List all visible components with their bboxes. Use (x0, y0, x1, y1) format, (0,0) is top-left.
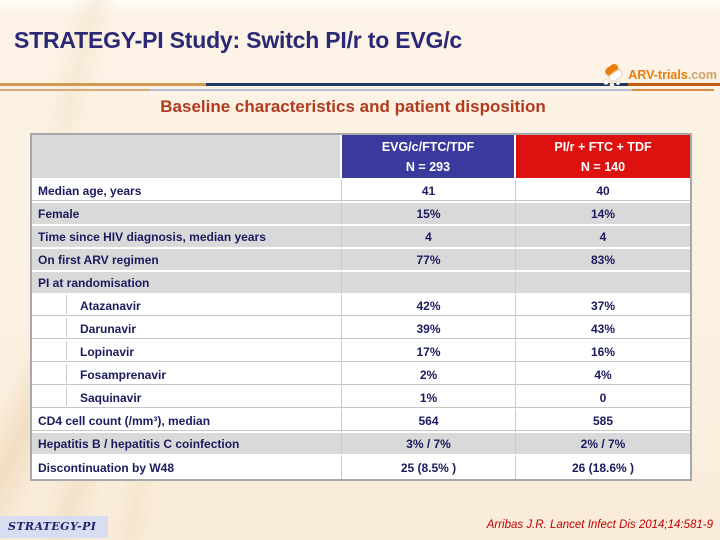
row-label: Fosamprenavir (32, 364, 342, 387)
cell-pir: 4 (516, 226, 690, 249)
cell-pir: 40 (516, 180, 690, 203)
table-row: Atazanavir 42% 37% (32, 295, 690, 318)
row-label: Female (32, 203, 342, 226)
column-n: N = 140 (580, 159, 626, 174)
baseline-characteristics-table: EVG/c/FTC/TDF N = 293 PI/r + FTC + TDF N… (30, 133, 692, 481)
cell-pir: 2% / 7% (516, 433, 690, 456)
cell-pir: 83% (516, 249, 690, 272)
table-row: Female 15% 14% (32, 203, 690, 226)
cell-pir: 16% (516, 341, 690, 364)
cell-evg: 39% (342, 318, 516, 341)
table-row: Median age, years 41 40 (32, 180, 690, 203)
cell-pir: 43% (516, 318, 690, 341)
row-label: PI at randomisation (32, 272, 342, 295)
cell-evg: 77% (342, 249, 516, 272)
divider-line-bottom (0, 89, 714, 91)
table-row: Lopinavir 17% 16% (32, 341, 690, 364)
header-pir-column: PI/r + FTC + TDF N = 140 (516, 135, 690, 180)
pill-capsule-icon (600, 62, 628, 88)
table-row: Hepatitis B / hepatitis C coinfection 3%… (32, 433, 690, 456)
cell-evg: 564 (342, 410, 516, 433)
row-label: Lopinavir (32, 341, 342, 364)
table-row: Fosamprenavir 2% 4% (32, 364, 690, 387)
column-n: N = 293 (405, 159, 451, 174)
slide-title: STRATEGY-PI Study: Switch PI/r to EVG/c (14, 27, 462, 53)
column-title: EVG/c/FTC/TDF (381, 139, 475, 154)
cell-evg (342, 272, 516, 295)
row-label: CD4 cell count (/mm³), median (32, 410, 342, 433)
cell-pir: 4% (516, 364, 690, 387)
row-label: On first ARV regimen (32, 249, 342, 272)
header-corner-cell (32, 135, 342, 180)
table-row: Discontinuation by W48 25 (8.5% ) 26 (18… (32, 456, 690, 479)
table-row: CD4 cell count (/mm³), median 564 585 (32, 410, 690, 433)
cell-pir: 37% (516, 295, 690, 318)
header-evg-column: EVG/c/FTC/TDF N = 293 (342, 135, 516, 180)
cell-evg: 4 (342, 226, 516, 249)
cell-evg: 15% (342, 203, 516, 226)
row-label: Discontinuation by W48 (32, 456, 342, 479)
table-row: Darunavir 39% 43% (32, 318, 690, 341)
arv-trials-logo: ARV-trials.com (600, 62, 717, 88)
footer-study-name: STRATEGY-PI (0, 516, 109, 538)
cell-pir: 26 (18.6% ) (516, 456, 690, 479)
table-row: Saquinavir 1% 0 (32, 387, 690, 410)
row-label: Darunavir (32, 318, 342, 341)
footer-citation: Arribas J.R. Lancet Infect Dis 2014;14:5… (486, 519, 713, 531)
cell-pir: 585 (516, 410, 690, 433)
row-label: Saquinavir (32, 387, 342, 410)
cell-evg: 1% (342, 387, 516, 410)
table-row: On first ARV regimen 77% 83% (32, 249, 690, 272)
cell-evg: 2% (342, 364, 516, 387)
row-label: Median age, years (32, 180, 342, 203)
cell-evg: 25 (8.5% ) (342, 456, 516, 479)
divider-line-top (0, 83, 720, 86)
table-row: Time since HIV diagnosis, median years 4… (32, 226, 690, 249)
cell-evg: 17% (342, 341, 516, 364)
table-section-row: PI at randomisation (32, 272, 690, 295)
cell-evg: 3% / 7% (342, 433, 516, 456)
slide-subtitle: Baseline characteristics and patient dis… (160, 97, 546, 116)
row-label: Atazanavir (32, 295, 342, 318)
cell-evg: 42% (342, 295, 516, 318)
column-title: PI/r + FTC + TDF (554, 139, 652, 154)
row-label: Time since HIV diagnosis, median years (32, 226, 342, 249)
table-header-row: EVG/c/FTC/TDF N = 293 PI/r + FTC + TDF N… (32, 135, 690, 180)
cell-evg: 41 (342, 180, 516, 203)
cell-pir: 0 (516, 387, 690, 410)
row-label: Hepatitis B / hepatitis C coinfection (32, 433, 342, 456)
logo-text: ARV-trials.com (628, 68, 717, 82)
cell-pir: 14% (516, 203, 690, 226)
cell-pir (516, 272, 690, 295)
